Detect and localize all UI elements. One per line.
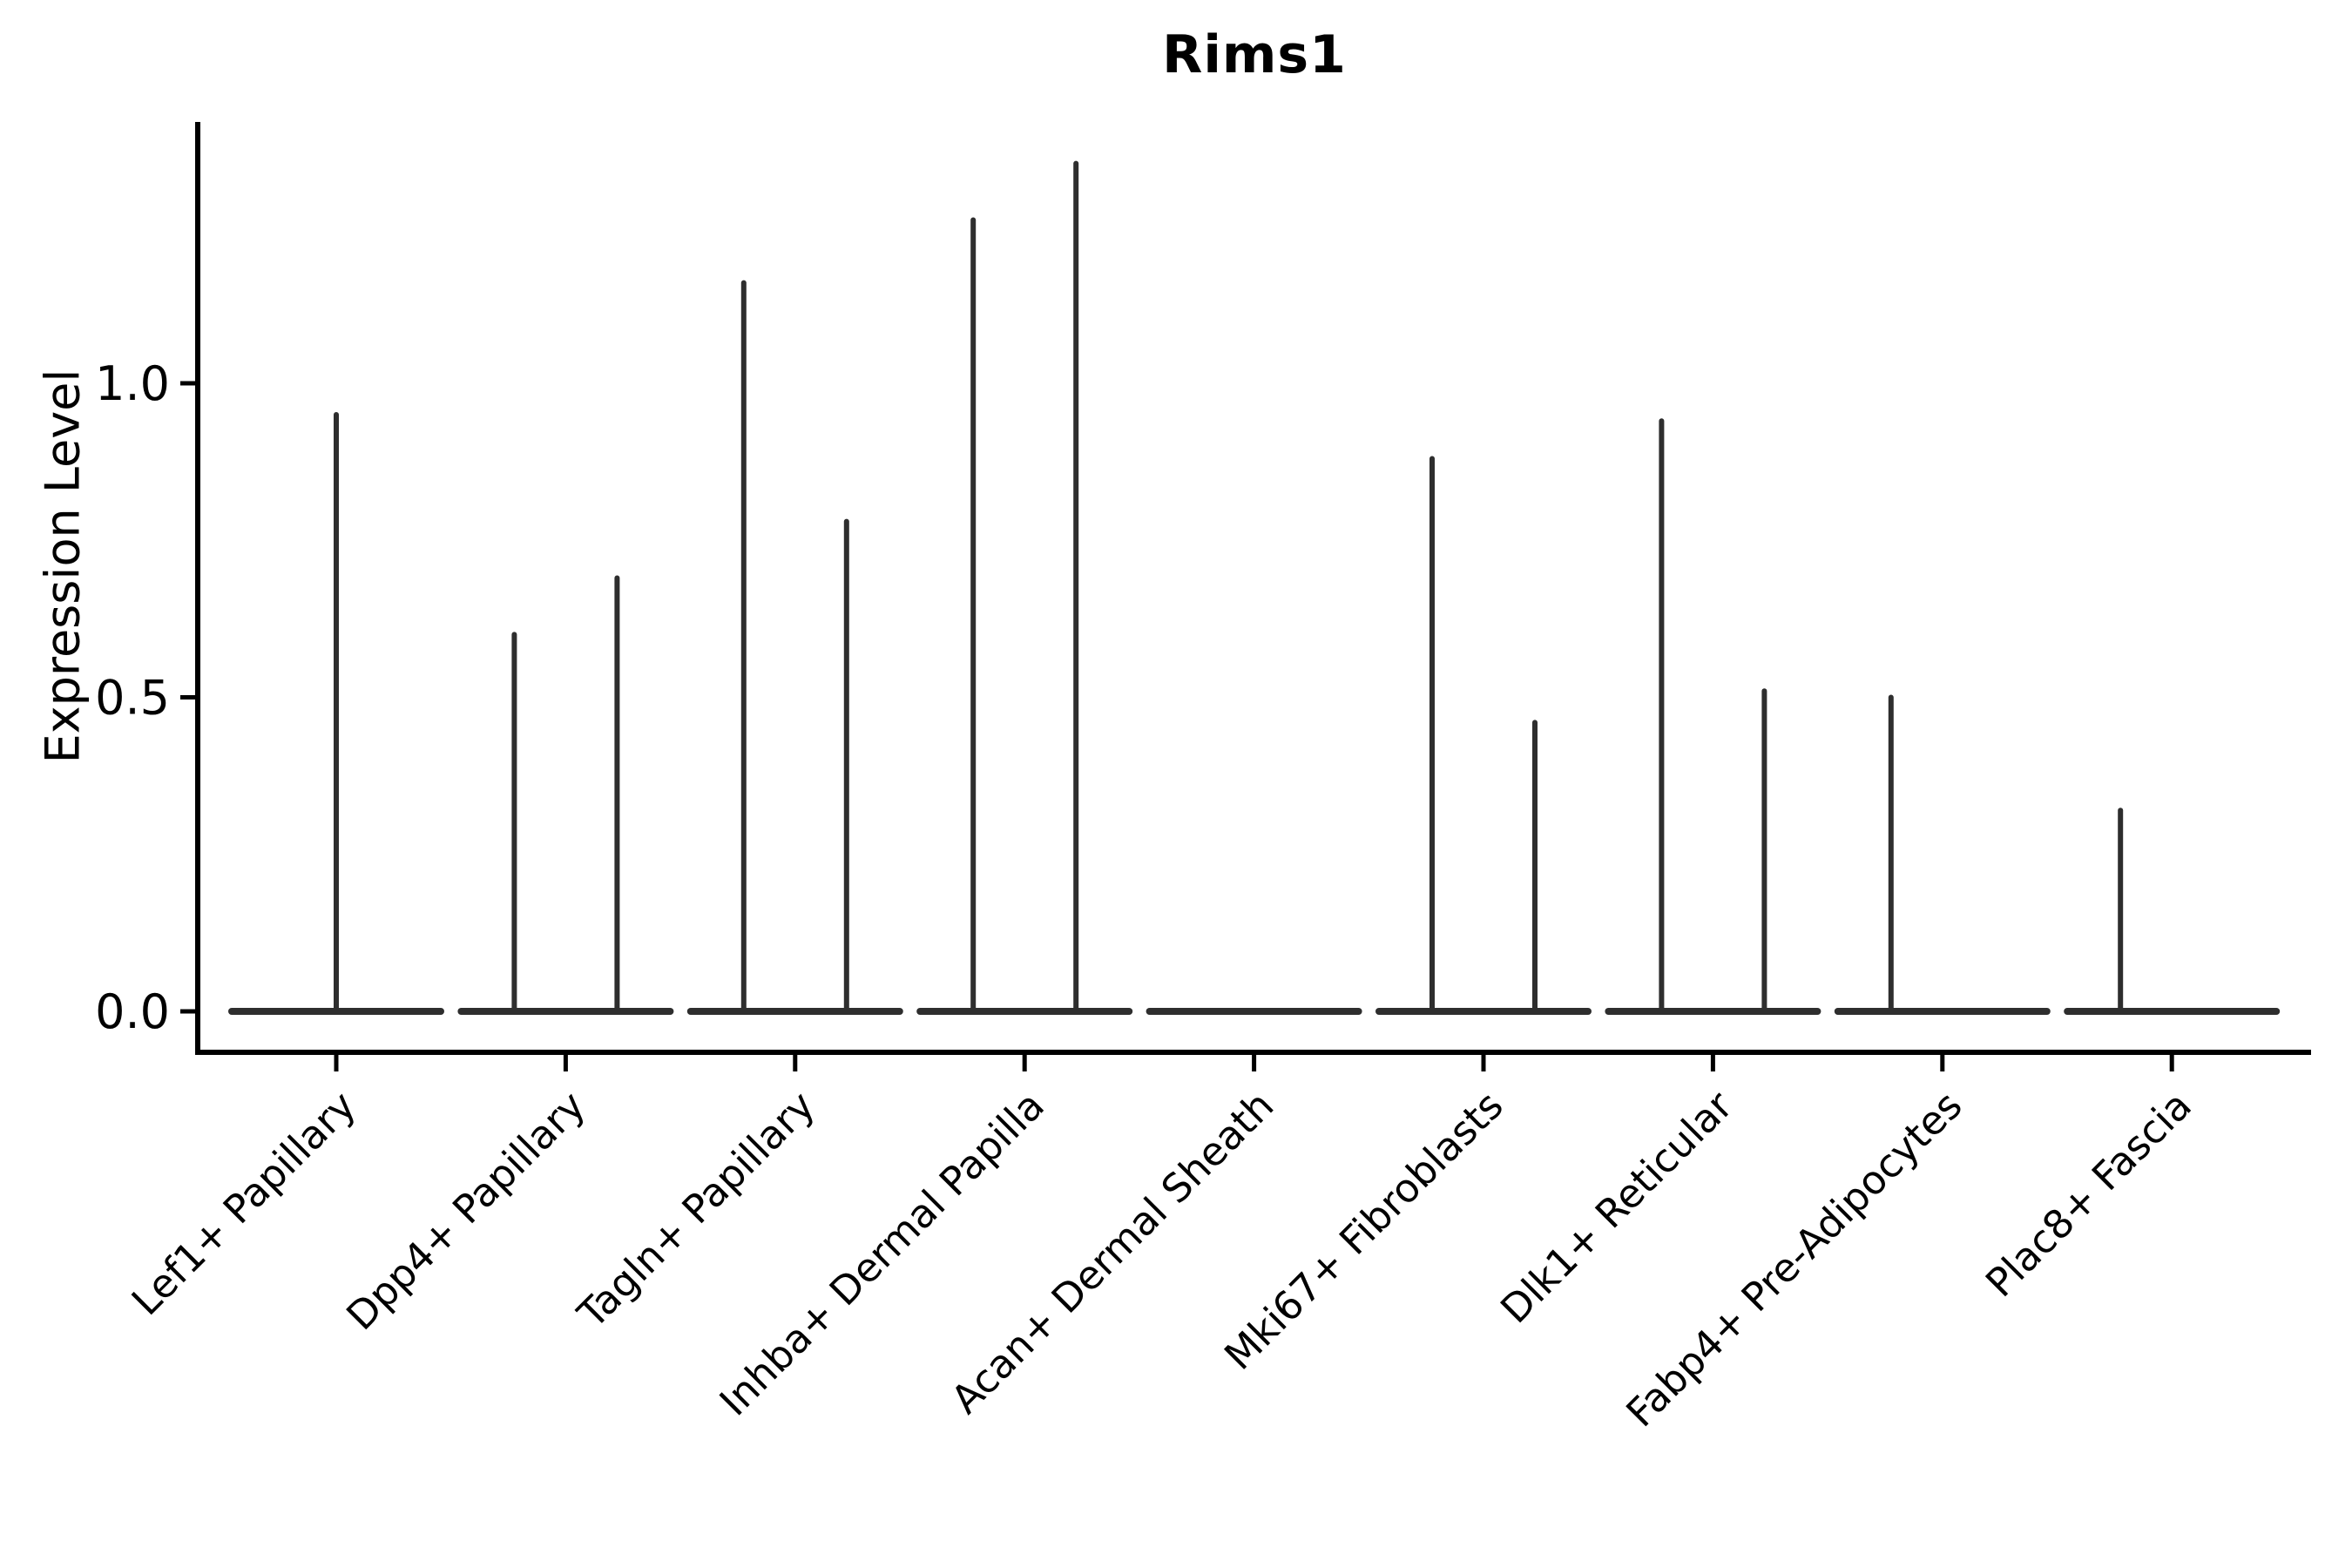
x-tick-label: Tagln+ Papillary xyxy=(568,1082,823,1337)
chart-title: Rims1 xyxy=(1162,24,1347,85)
x-tick-label: Dpp4+ Papillary xyxy=(337,1082,594,1339)
x-tick-label: Plac8+ Fascia xyxy=(1977,1082,2200,1306)
x-tick-label: Lef1+ Papillary xyxy=(123,1082,365,1324)
y-tick-label: 0.5 xyxy=(95,670,170,725)
y-tick-label: 1.0 xyxy=(95,356,170,411)
x-tick-label: Dlk1+ Reticular xyxy=(1491,1082,1741,1332)
y-tick-label: 0.0 xyxy=(95,984,170,1039)
